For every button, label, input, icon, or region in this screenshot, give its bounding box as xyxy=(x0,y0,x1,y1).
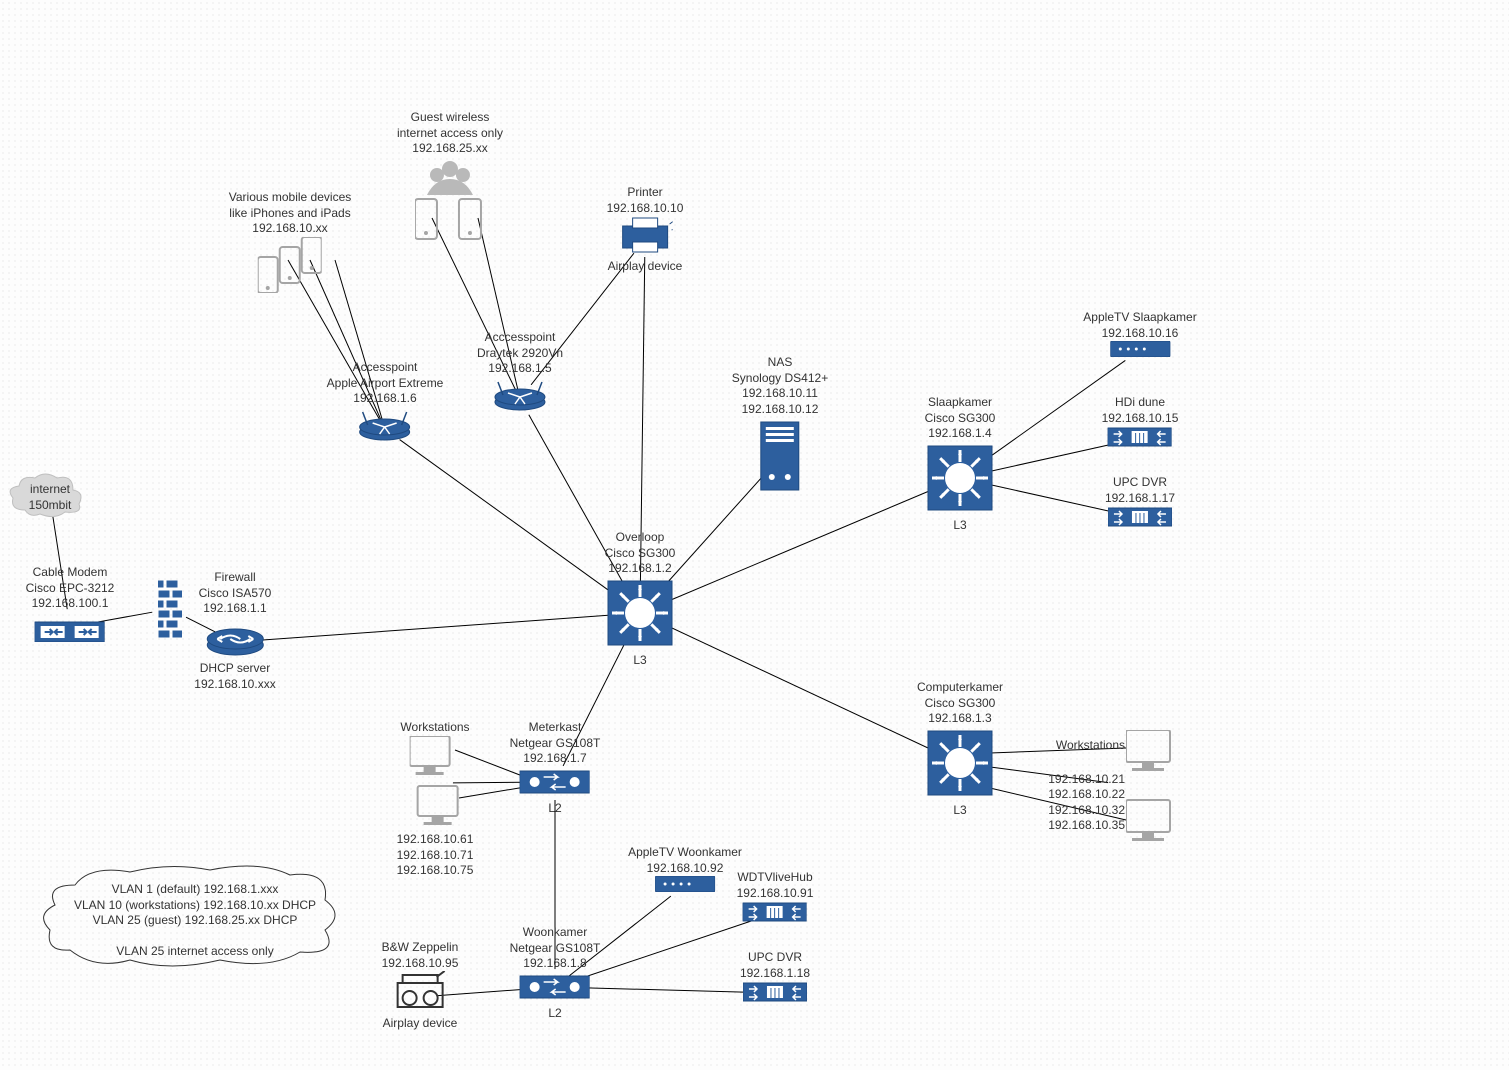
node-upc_dvr_wk: UPC DVR 192.168.1.18 xyxy=(740,950,810,1008)
node-label: Woonkamer Netgear GS108T 192.168.1.8 xyxy=(510,925,601,972)
node-label: Accesspoint Apple Airport Extreme 192.16… xyxy=(327,360,444,407)
diagram-canvas: internet 150mbit Cable Modem Cisco EPC-32… xyxy=(0,0,1509,1070)
media-icon xyxy=(1108,426,1172,448)
node-meterkast: Meterkast Netgear GS108T 192.168.1.7 L2 xyxy=(510,720,601,817)
ap-icon xyxy=(493,377,548,412)
node-ap_draytek: Acccesspoint Draytek 2920Vn 192.168.1.5 xyxy=(477,330,563,416)
node-computerkamer: Computerkamer Cisco SG300 192.168.1.3 L3 xyxy=(917,680,1003,819)
printer-icon xyxy=(618,216,673,254)
server-icon xyxy=(758,417,803,492)
node-slaapkamer: Slaapkamer Cisco SG300 192.168.1.4 L3 xyxy=(924,395,996,534)
workstations2r-icon xyxy=(1126,730,1174,845)
workstations2-icon xyxy=(410,736,460,828)
node-label: UPC DVR 192.168.1.18 xyxy=(740,950,810,981)
node-label: Firewall Cisco ISA570 192.168.1.1 xyxy=(194,570,275,617)
radio-icon xyxy=(393,971,448,1011)
node-label: Computerkamer Cisco SG300 192.168.1.3 xyxy=(917,680,1003,727)
node-sublabel: Airplay device xyxy=(607,259,684,275)
node-firewall_brick xyxy=(158,580,182,643)
node-label: Slaapkamer Cisco SG300 192.168.1.4 xyxy=(924,395,996,442)
brickwall-icon xyxy=(158,580,182,638)
node-label: NAS Synology DS412+ 192.168.10.11 192.16… xyxy=(732,355,828,417)
node-appletv_sl: AppleTV Slaapkamer 192.168.10.16 xyxy=(1083,310,1196,362)
node-sublabel: DHCP server 192.168.10.xxx xyxy=(194,661,275,692)
node-label: Cable Modem Cisco EPC-3212 192.168.100.1 xyxy=(26,565,115,612)
node-wdtv: WDTVliveHub 192.168.10.91 xyxy=(737,870,814,928)
node-woonkamer: Woonkamer Netgear GS108T 192.168.1.8 L2 xyxy=(510,925,601,1022)
node-label: WDTVliveHub 192.168.10.91 xyxy=(737,870,814,901)
node-label: AppleTV Woonkamer 192.168.10.92 xyxy=(628,845,742,876)
node-sublabel: L2 xyxy=(510,801,601,817)
phones-icon xyxy=(258,237,322,293)
media-icon xyxy=(743,981,807,1003)
l3switch-icon xyxy=(604,577,676,649)
node-sublabel: L3 xyxy=(604,653,676,669)
node-label: Various mobile devices like iPhones and … xyxy=(229,190,352,237)
cloud-label: internet 150mbit xyxy=(5,482,95,513)
node-workstations_c xyxy=(1126,730,1174,850)
node-sublabel: L3 xyxy=(917,803,1003,819)
node-vlan_note: VLAN 1 (default) 192.168.1.xxx VLAN 10 (… xyxy=(40,860,350,980)
media-icon xyxy=(743,901,807,923)
node-sublabel: L2 xyxy=(510,1006,601,1022)
l3switch-icon xyxy=(924,442,996,514)
l3switch-icon xyxy=(924,727,996,799)
node-label: Meterkast Netgear GS108T 192.168.1.7 xyxy=(510,720,601,767)
modem-icon xyxy=(35,612,105,642)
users_phones-icon xyxy=(415,157,485,242)
node-printer: Printer 192.168.10.10 Airplay device xyxy=(607,185,684,274)
router-icon xyxy=(205,617,265,657)
node-cable_modem: Cable Modem Cisco EPC-3212 192.168.100.1 xyxy=(26,565,115,646)
node-workstations_m: Workstations 192.168.10.61 192.168.10.71… xyxy=(397,720,474,879)
l2switch-icon xyxy=(520,972,590,1002)
node-firewall: Firewall Cisco ISA570 192.168.1.1 DHCP s… xyxy=(194,570,275,693)
ap-icon xyxy=(358,407,413,442)
note-label: VLAN 1 (default) 192.168.1.xxx VLAN 10 (… xyxy=(40,882,350,960)
node-overloop: Overloop Cisco SG300 192.168.1.2 L3 xyxy=(604,530,676,669)
node-label: Printer 192.168.10.10 xyxy=(607,185,684,216)
node-mobiles: Various mobile devices like iPhones and … xyxy=(229,190,352,297)
small_box-icon xyxy=(1110,341,1170,357)
node-label: UPC DVR 192.168.1.17 xyxy=(1105,475,1175,506)
node-zeppelin: B&W Zeppelin 192.168.10.95 Airplay devic… xyxy=(382,940,459,1031)
media-icon xyxy=(1108,506,1172,528)
node-hdi_dune: HDi dune 192.168.10.15 xyxy=(1102,395,1179,453)
node-ap_airport: Accesspoint Apple Airport Extreme 192.16… xyxy=(327,360,444,446)
node-label: AppleTV Slaapkamer 192.168.10.16 xyxy=(1083,310,1196,341)
node-label: B&W Zeppelin 192.168.10.95 xyxy=(382,940,459,971)
workstations-c-label: Workstations192.168.10.21 192.168.10.22 … xyxy=(1048,738,1125,834)
node-internet_cloud: internet 150mbit xyxy=(5,470,95,530)
small_box-icon xyxy=(655,876,715,892)
node-appletv_wk: AppleTV Woonkamer 192.168.10.92 xyxy=(628,845,742,897)
node-label: HDi dune 192.168.10.15 xyxy=(1102,395,1179,426)
node-nas: NAS Synology DS412+ 192.168.10.11 192.16… xyxy=(732,355,828,497)
node-upc_dvr_sl: UPC DVR 192.168.1.17 xyxy=(1105,475,1175,533)
node-sublabel: 192.168.10.61 192.168.10.71 192.168.10.7… xyxy=(397,832,474,879)
node-sublabel: L3 xyxy=(924,518,996,534)
node-label: Guest wireless internet access only 192.… xyxy=(397,110,503,157)
node-label: Overloop Cisco SG300 192.168.1.2 xyxy=(604,530,676,577)
node-guests: Guest wireless internet access only 192.… xyxy=(397,110,503,246)
node-label: Workstations xyxy=(397,720,474,736)
node-sublabel: Airplay device xyxy=(382,1016,459,1032)
l2switch-icon xyxy=(520,767,590,797)
node-label: Acccesspoint Draytek 2920Vn 192.168.1.5 xyxy=(477,330,563,377)
